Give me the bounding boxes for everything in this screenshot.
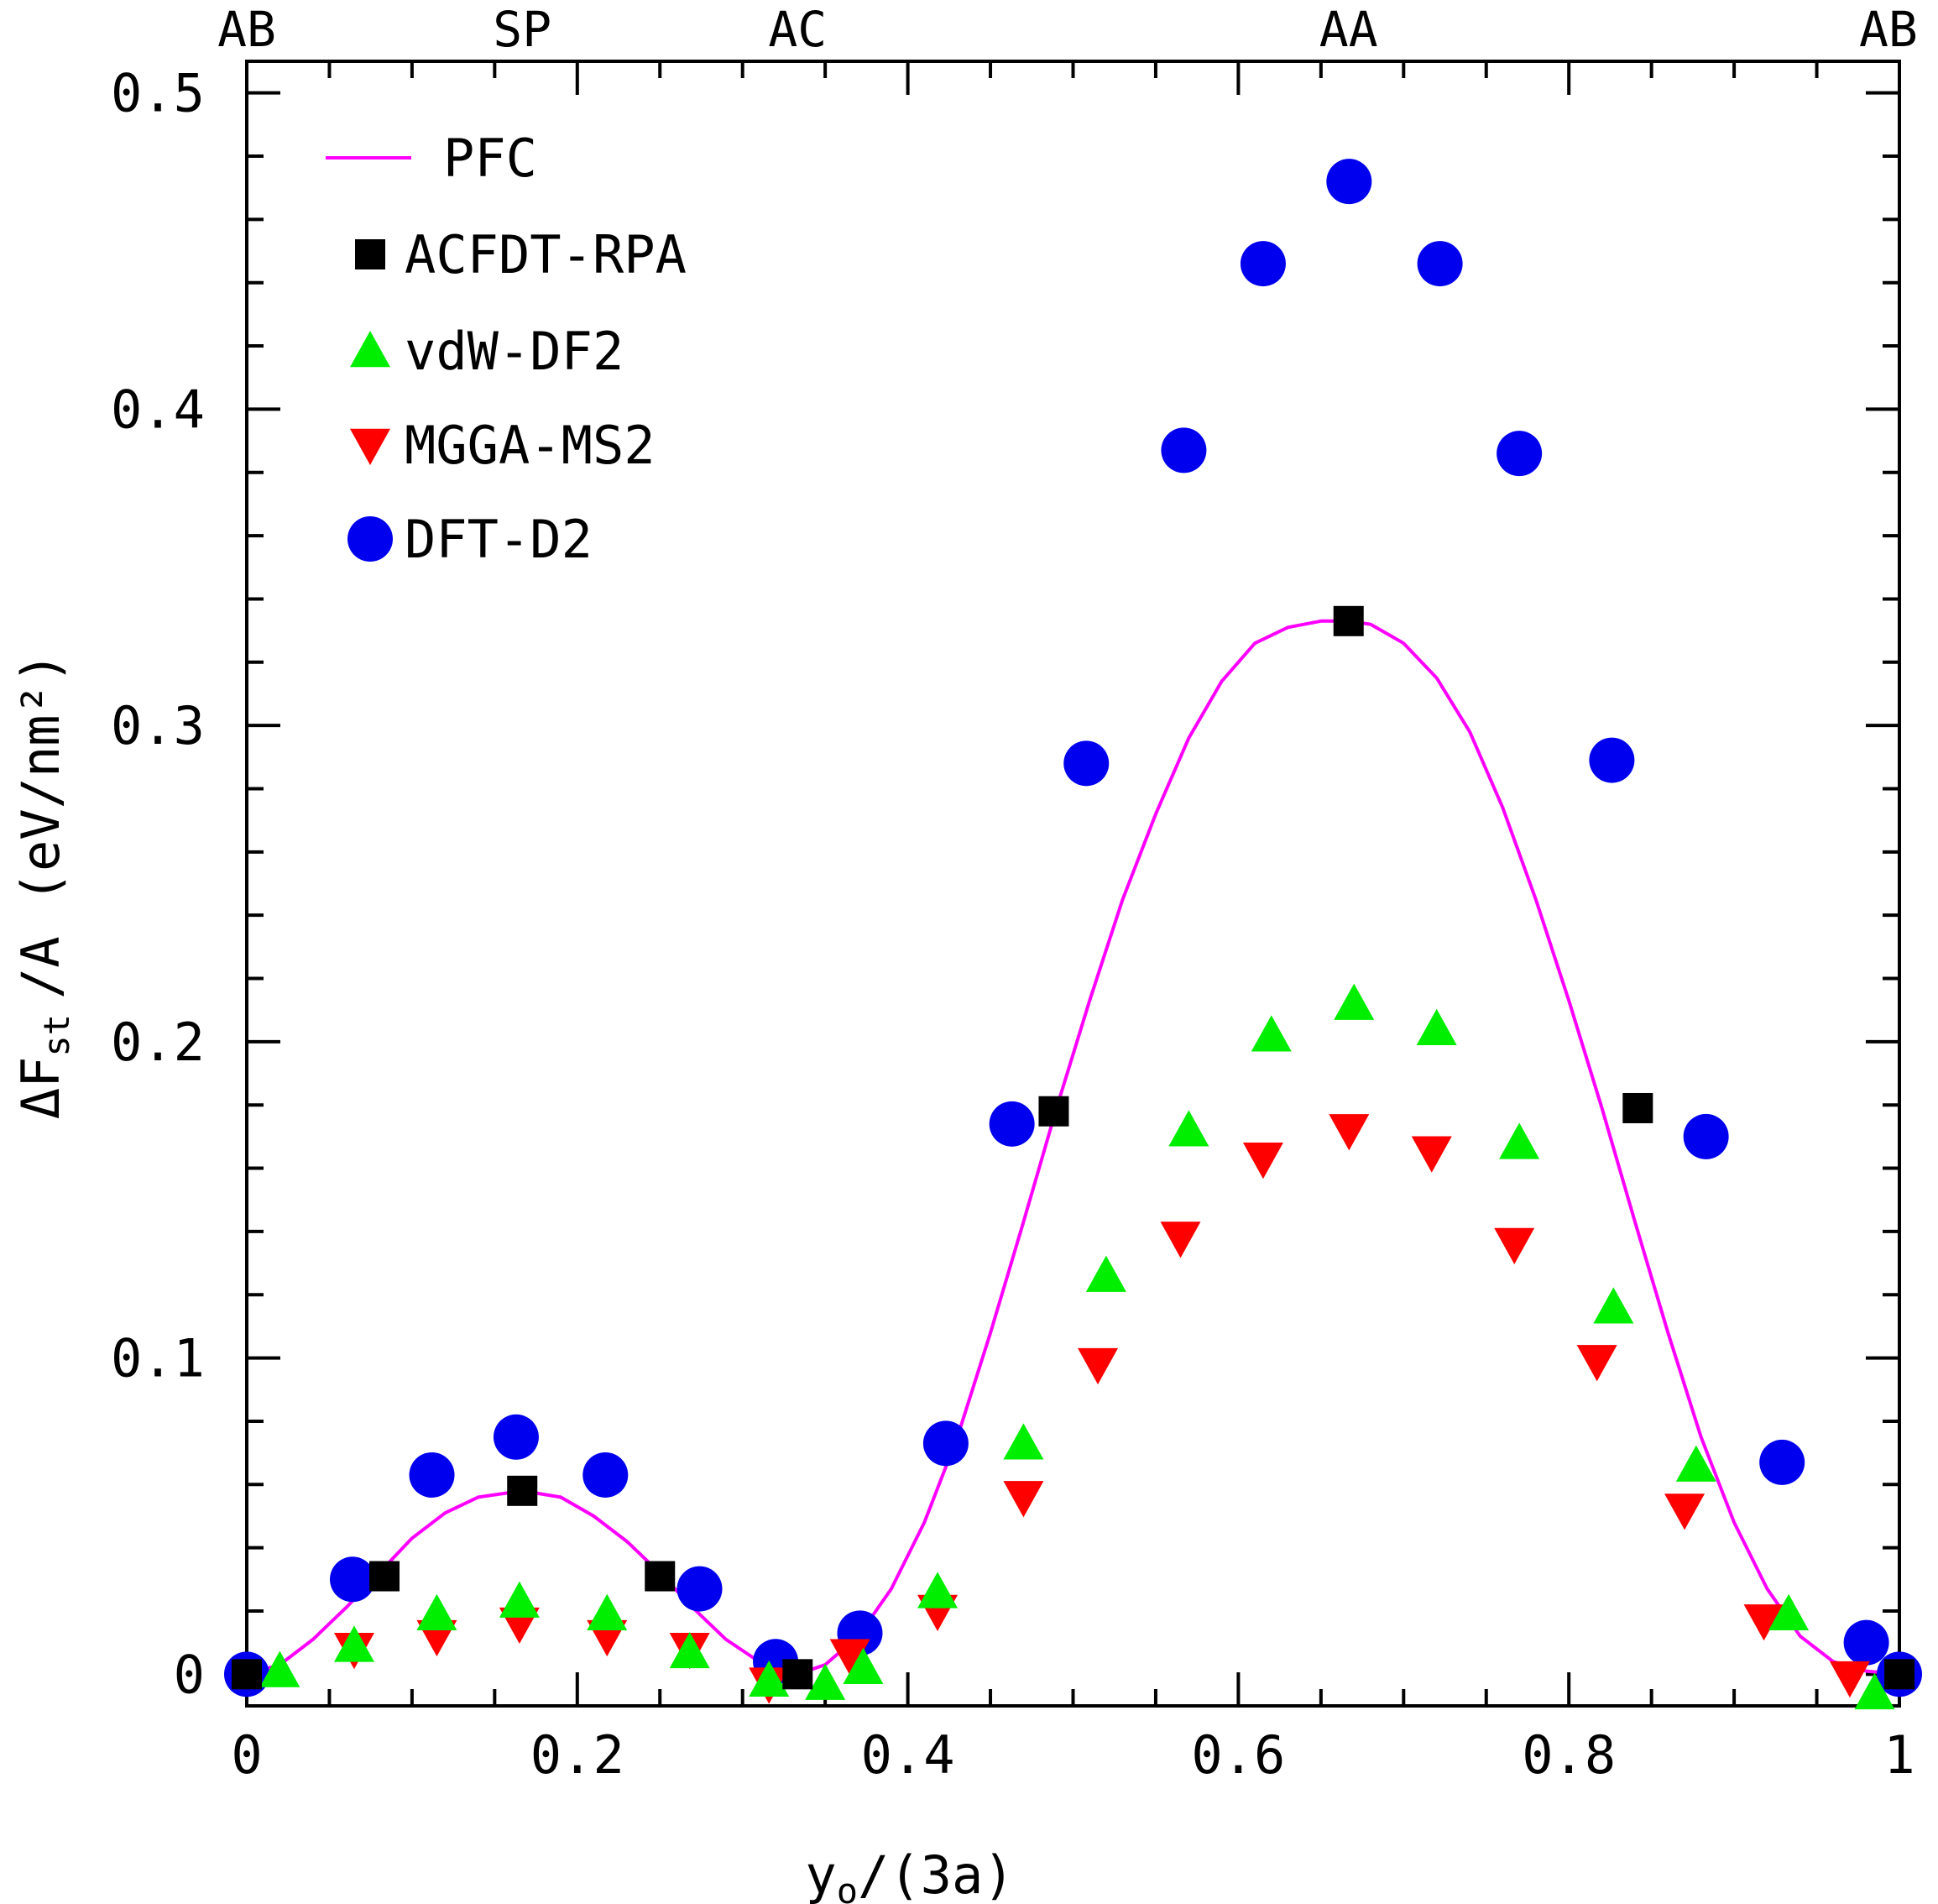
data-point-dft-d2 [493, 1414, 539, 1460]
data-point-dft-d2 [1063, 740, 1110, 787]
data-point-acfdt-rpa [507, 1475, 538, 1506]
data-point-vdw-df2 [805, 1663, 846, 1700]
y-tick-label: 0.4 [111, 379, 205, 440]
data-point-vdw-df2 [917, 1572, 959, 1608]
data-point-dft-d2 [922, 1420, 969, 1467]
data-point-mgga-ms2 [1743, 1604, 1784, 1641]
legend-swatch-vdw-df2 [350, 331, 390, 368]
x-tick-label: 0.4 [861, 1724, 955, 1786]
data-point-mgga-ms2 [1078, 1347, 1119, 1385]
data-point-vdw-df2 [587, 1593, 628, 1630]
y-tick-label: 0 [174, 1644, 205, 1705]
data-point-dft-d2 [1759, 1439, 1805, 1485]
legend: PFC ACFDT-RPA vdW-DF2 MGGA-MS2 DFT-D2 [326, 128, 687, 570]
y-tick-label: 0.1 [111, 1328, 205, 1389]
data-point-vdw-df2 [259, 1650, 300, 1687]
data-point-dft-d2 [676, 1566, 723, 1612]
data-point-vdw-df2 [499, 1581, 540, 1618]
legend-label-dft-d2: DFT-D2 [405, 509, 593, 570]
legend-label-vdw-df2: vdW-DF2 [405, 321, 624, 382]
data-point-dft-d2 [1161, 427, 1207, 473]
legend-swatch-mgga-ms2 [350, 428, 390, 465]
data-point-mgga-ms2 [1329, 1114, 1370, 1151]
y-axis-title-subscript: st [36, 1014, 77, 1057]
data-point-mgga-ms2 [1003, 1481, 1044, 1518]
legend-swatch-dft-d2 [347, 516, 393, 562]
x-tick-label: 1 [1883, 1724, 1914, 1786]
data-point-vdw-df2 [1003, 1423, 1044, 1460]
top-position-label: AB [217, 1, 276, 58]
data-point-dft-d2 [1240, 241, 1286, 287]
data-point-acfdt-rpa [645, 1561, 676, 1592]
data-point-dft-d2 [1683, 1113, 1729, 1159]
plot-frame-group: 0 0.2 0.4 0.6 0.8 100.10.20.30.40.5AB SP AC AA AB [111, 1, 1918, 1786]
data-point-vdw-df2 [1168, 1110, 1209, 1147]
x-tick-label: 0.6 [1191, 1724, 1285, 1786]
data-point-vdw-df2 [669, 1631, 710, 1669]
data-point-dft-d2 [409, 1452, 455, 1498]
data-point-acfdt-rpa [232, 1659, 262, 1690]
data-point-mgga-ms2 [1160, 1221, 1201, 1258]
data-point-dft-d2 [1843, 1619, 1889, 1666]
data-point-dft-d2 [1589, 737, 1635, 783]
data-point-mgga-ms2 [829, 1639, 870, 1676]
data-point-vdw-df2 [1675, 1445, 1716, 1482]
data-point-mgga-ms2 [1242, 1143, 1283, 1180]
data-point-dft-d2 [989, 1101, 1035, 1147]
data-point-vdw-df2 [333, 1625, 374, 1662]
x-axis-title-subscript: o [837, 1870, 858, 1904]
legend-label-pfc: PFC [443, 128, 537, 189]
data-point-dft-d2 [1497, 431, 1543, 477]
x-tick-label: 0.8 [1522, 1724, 1616, 1786]
y-axis-title: ΔFst/A(eV/nm²) [10, 652, 77, 1120]
data-point-acfdt-rpa [1333, 605, 1364, 636]
data-point-acfdt-rpa [1622, 1092, 1653, 1123]
data-point-vdw-df2 [1593, 1287, 1634, 1324]
data-point-vdw-df2 [1499, 1122, 1540, 1159]
data-point-mgga-ms2 [1576, 1345, 1617, 1382]
data-point-acfdt-rpa [782, 1659, 813, 1690]
y-tick-label: 0.3 [111, 695, 205, 756]
data-point-mgga-ms2 [1494, 1227, 1535, 1264]
top-position-label: AB [1859, 1, 1918, 58]
data-point-vdw-df2 [749, 1660, 790, 1697]
legend-label-acfdt-rpa: ACFDT-RPA [405, 224, 687, 285]
data-point-vdw-df2 [1768, 1593, 1810, 1630]
data-point-mgga-ms2 [1829, 1661, 1870, 1698]
data-point-vdw-df2 [1334, 983, 1375, 1020]
y-tick-label: 0.2 [111, 1012, 205, 1073]
data-point-vdw-df2 [843, 1647, 884, 1684]
data-point-acfdt-rpa [1038, 1096, 1069, 1127]
data-point-mgga-ms2 [1411, 1136, 1452, 1173]
data-point-vdw-df2 [1416, 1008, 1457, 1045]
data-point-vdw-df2 [1854, 1672, 1895, 1710]
labels-layer: yo/(3a) ΔFst/A(eV/nm²) [10, 652, 1015, 1904]
data-point-dft-d2 [582, 1452, 629, 1498]
legend-label-mgga-ms2: MGGA-MS2 [405, 415, 656, 476]
top-position-label: AC [768, 1, 827, 58]
data-layer [224, 159, 1922, 1710]
plot-frame [245, 60, 1901, 1708]
y-tick-label: 0.5 [111, 63, 205, 124]
data-point-dft-d2 [1326, 159, 1372, 205]
data-point-acfdt-rpa [1884, 1659, 1914, 1690]
legend-swatch-acfdt-rpa [355, 239, 385, 269]
x-axis-title: yo/(3a) [805, 1844, 1014, 1904]
data-point-acfdt-rpa [369, 1561, 400, 1592]
top-position-label: SP [493, 1, 551, 58]
top-position-label: AA [1319, 1, 1378, 58]
x-tick-label: 0.2 [530, 1724, 624, 1786]
data-point-dft-d2 [1417, 241, 1463, 287]
data-point-dft-d2 [330, 1556, 376, 1603]
data-point-vdw-df2 [1085, 1255, 1126, 1292]
data-point-vdw-df2 [416, 1593, 457, 1630]
data-point-vdw-df2 [1251, 1015, 1292, 1052]
x-tick-label: 0 [231, 1724, 262, 1786]
data-point-mgga-ms2 [1664, 1493, 1706, 1530]
